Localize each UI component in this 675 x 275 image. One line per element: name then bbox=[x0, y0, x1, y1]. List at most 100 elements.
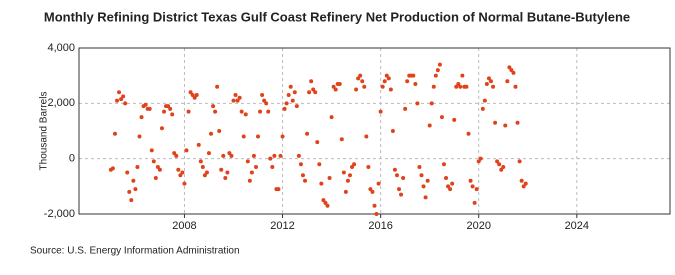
data-point bbox=[511, 70, 516, 75]
data-point bbox=[388, 87, 393, 92]
data-point bbox=[497, 162, 502, 167]
data-point bbox=[110, 166, 115, 171]
data-point bbox=[247, 178, 252, 183]
data-point bbox=[435, 68, 440, 73]
data-point bbox=[419, 173, 424, 178]
data-point bbox=[403, 106, 408, 111]
data-point bbox=[221, 153, 226, 158]
data-point bbox=[376, 181, 381, 186]
data-point bbox=[251, 153, 256, 158]
data-point bbox=[364, 134, 369, 139]
data-point bbox=[431, 84, 436, 89]
y-tick-label: 4,000 bbox=[47, 42, 75, 54]
data-point bbox=[460, 73, 465, 78]
data-point bbox=[166, 104, 171, 109]
data-point bbox=[356, 76, 361, 81]
data-point bbox=[501, 164, 506, 169]
data-point bbox=[321, 198, 326, 203]
data-point bbox=[215, 84, 220, 89]
data-point bbox=[225, 170, 230, 175]
data-point bbox=[507, 65, 512, 70]
data-point bbox=[290, 98, 295, 103]
data-point bbox=[249, 170, 254, 175]
data-point bbox=[157, 167, 162, 172]
data-point bbox=[176, 167, 181, 172]
data-point bbox=[268, 156, 273, 161]
data-point bbox=[229, 153, 234, 158]
data-point bbox=[174, 153, 179, 158]
data-point bbox=[282, 106, 287, 111]
data-point bbox=[288, 84, 293, 89]
data-point bbox=[358, 73, 363, 78]
data-point bbox=[139, 115, 144, 120]
data-point bbox=[425, 178, 430, 183]
data-point bbox=[241, 134, 246, 139]
data-point bbox=[233, 93, 238, 98]
data-point bbox=[294, 104, 299, 109]
data-point bbox=[227, 151, 232, 156]
data-point bbox=[470, 184, 475, 189]
plot-background bbox=[79, 48, 670, 214]
y-tick-label: -2,000 bbox=[44, 208, 75, 220]
data-point bbox=[345, 178, 350, 183]
data-point bbox=[211, 104, 216, 109]
data-point bbox=[386, 76, 391, 81]
x-tick-label: 2008 bbox=[172, 220, 196, 232]
data-point bbox=[437, 62, 442, 67]
data-point bbox=[194, 93, 199, 98]
data-point bbox=[133, 187, 138, 192]
x-tick-label: 2016 bbox=[368, 220, 392, 232]
data-point bbox=[448, 187, 453, 192]
data-point bbox=[509, 68, 514, 73]
data-point bbox=[423, 195, 428, 200]
data-point bbox=[117, 90, 122, 95]
data-point bbox=[298, 162, 303, 167]
data-point bbox=[159, 126, 164, 131]
data-point bbox=[350, 164, 355, 169]
data-point bbox=[278, 153, 283, 158]
data-point bbox=[421, 184, 426, 189]
data-point bbox=[180, 170, 185, 175]
data-point bbox=[213, 109, 218, 114]
data-point bbox=[493, 120, 498, 125]
data-point bbox=[486, 76, 491, 81]
data-point bbox=[503, 123, 508, 128]
data-point bbox=[382, 79, 387, 84]
data-point bbox=[300, 173, 305, 178]
data-point bbox=[413, 81, 418, 86]
source-note: Source: U.S. Energy Information Administ… bbox=[30, 246, 240, 257]
data-point bbox=[384, 73, 389, 78]
data-point bbox=[450, 181, 455, 186]
data-point bbox=[352, 162, 357, 167]
data-point bbox=[374, 212, 379, 216]
chart-title: Monthly Refining District Texas Gulf Coa… bbox=[44, 9, 630, 24]
data-point bbox=[303, 178, 308, 183]
data-point bbox=[474, 187, 479, 192]
data-point bbox=[429, 101, 434, 106]
data-point bbox=[243, 112, 248, 117]
data-point bbox=[444, 176, 449, 181]
data-point bbox=[433, 73, 438, 78]
data-point bbox=[401, 176, 406, 181]
data-point bbox=[307, 90, 312, 95]
data-point bbox=[262, 98, 267, 103]
data-point bbox=[121, 94, 126, 99]
data-point bbox=[366, 164, 371, 169]
data-point bbox=[390, 129, 395, 133]
data-point bbox=[168, 106, 173, 111]
data-point bbox=[513, 84, 518, 89]
data-point bbox=[196, 142, 201, 147]
data-point bbox=[495, 159, 500, 164]
data-point bbox=[256, 134, 261, 139]
data-point bbox=[125, 170, 130, 175]
data-point bbox=[296, 153, 301, 158]
data-point bbox=[209, 131, 214, 136]
data-point bbox=[135, 164, 140, 169]
data-point bbox=[354, 87, 359, 92]
data-point bbox=[184, 148, 189, 153]
data-point bbox=[137, 134, 142, 139]
data-point bbox=[270, 164, 275, 169]
data-point bbox=[123, 101, 128, 106]
